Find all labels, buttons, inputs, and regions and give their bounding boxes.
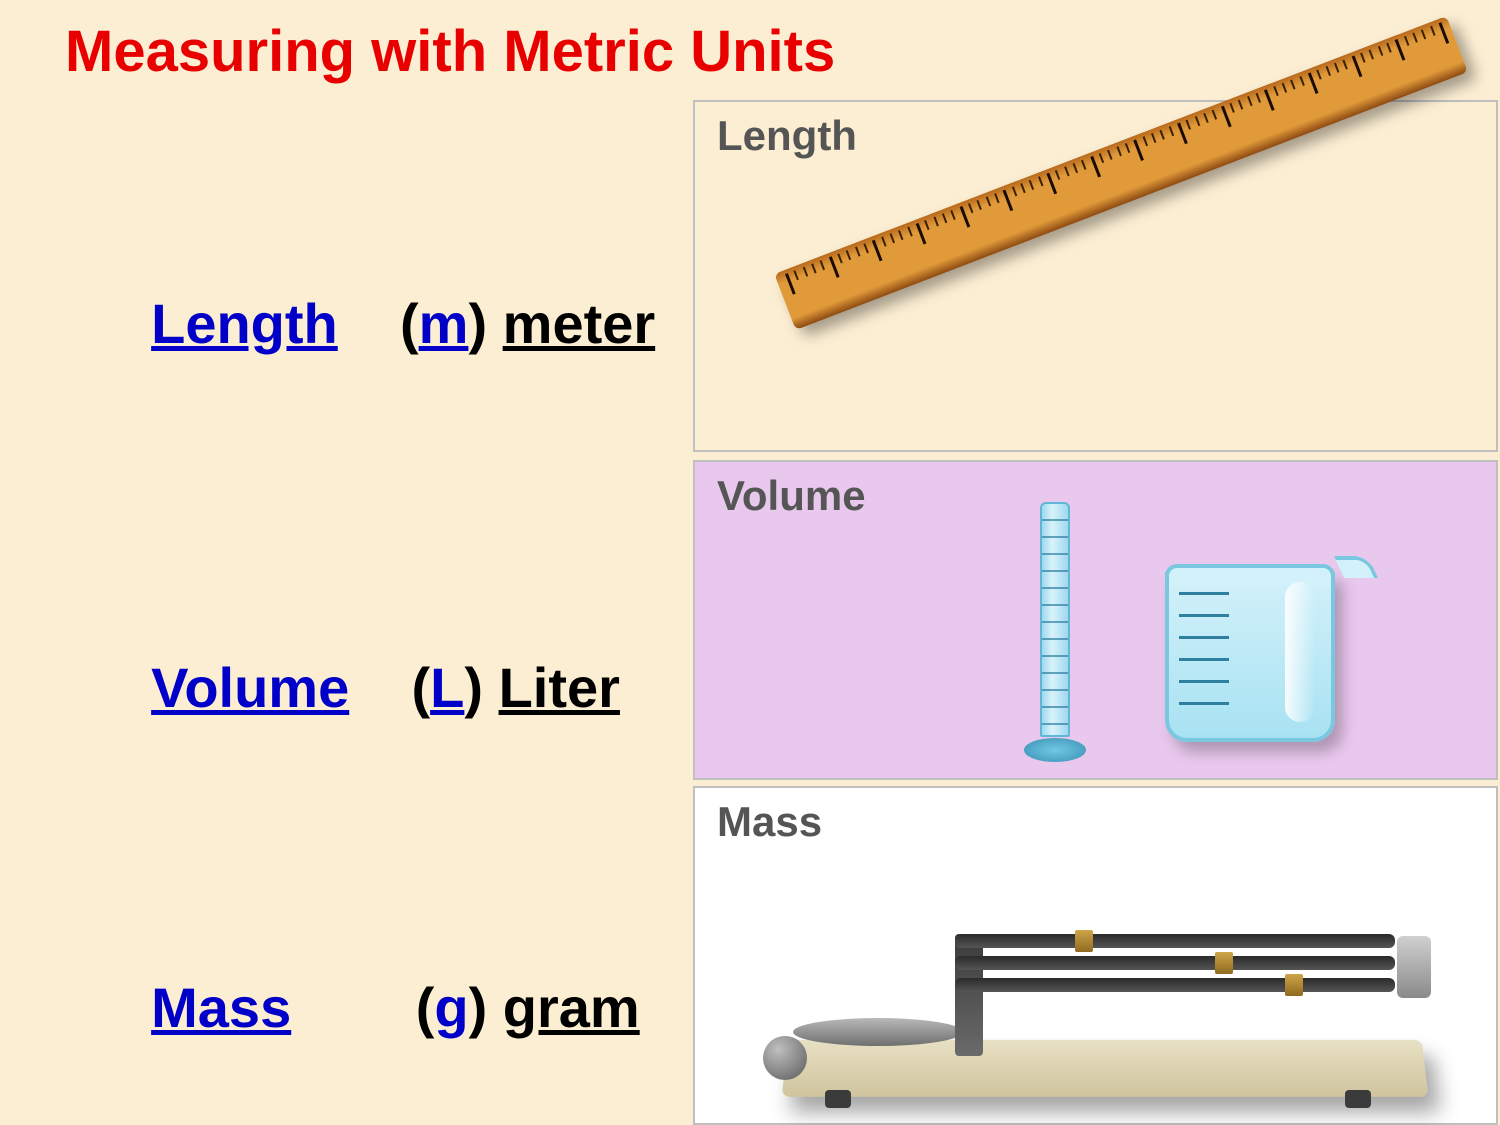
page-title: Measuring with Metric Units (65, 18, 835, 85)
term-length[interactable]: Length (151, 292, 338, 355)
unit-length: meter (503, 292, 656, 355)
symbol-mass[interactable]: g (434, 976, 468, 1039)
symbol-length[interactable]: m (419, 292, 469, 355)
term-mass[interactable]: Mass (151, 976, 291, 1039)
graduated-cylinder-icon (1030, 502, 1080, 762)
ruler-icon (774, 16, 1468, 330)
panel-mass-label: Mass (717, 798, 822, 846)
beaker-icon (1145, 562, 1355, 762)
row-length: Length (m) meter (120, 226, 655, 356)
triple-beam-balance-icon (785, 878, 1425, 1098)
panel-mass: Mass (693, 786, 1498, 1125)
row-mass: Mass (g) gram (120, 910, 640, 1040)
panel-volume-label: Volume (717, 472, 866, 520)
panel-volume: Volume (693, 460, 1498, 780)
row-volume: Volume (L) Liter (120, 590, 620, 720)
panel-length-label: Length (717, 112, 857, 160)
symbol-volume[interactable]: L (430, 656, 464, 719)
term-volume[interactable]: Volume (151, 656, 349, 719)
unit-mass: gram (503, 976, 640, 1039)
panel-length: Length (693, 100, 1498, 452)
unit-volume: Liter (499, 656, 620, 719)
